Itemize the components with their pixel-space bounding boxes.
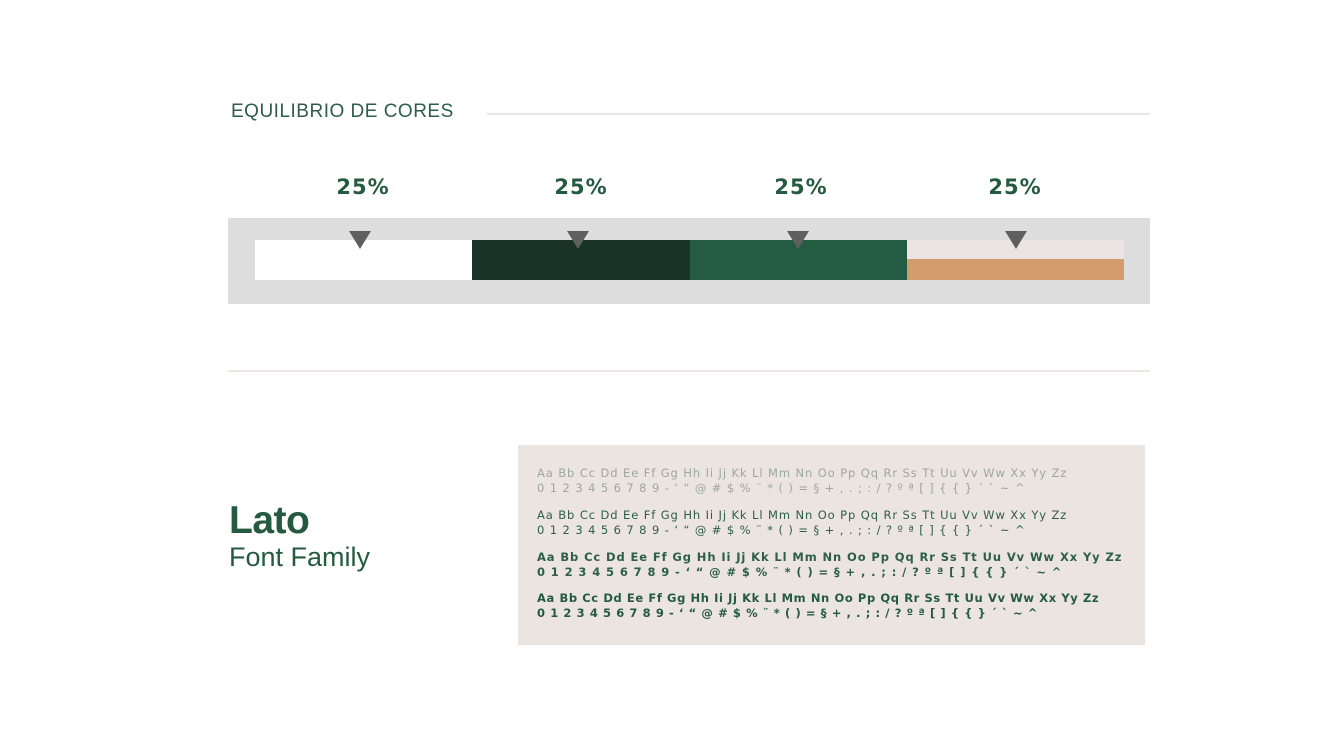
section-divider xyxy=(228,370,1150,372)
color-swatch-tan xyxy=(907,259,1124,280)
percent-label-4: 25% xyxy=(988,175,1042,199)
specimen-bold-alphabet: Aa Bb Cc Dd Ee Ff Gg Hh Ii Jj Kk Ll Mm N… xyxy=(537,591,1100,605)
percent-label-1: 25% xyxy=(336,175,390,199)
specimen-light-alphabet: Aa Bb Cc Dd Ee Ff Gg Hh Ii Jj Kk Ll Mm N… xyxy=(537,466,1068,480)
percent-label-3: 25% xyxy=(774,175,828,199)
color-swatch-blush xyxy=(907,240,1124,259)
font-specimen-box xyxy=(518,445,1145,645)
triangle-down-icon xyxy=(1005,231,1027,249)
specimen-bold-symbols: 0 1 2 3 4 5 6 7 8 9 - ‘ “ @ # $ % ¨ * ( … xyxy=(537,606,1039,620)
specimen-medium-symbols: 0 1 2 3 4 5 6 7 8 9 - ‘ “ @ # $ % ¨ * ( … xyxy=(537,565,1063,579)
specimen-light-symbols: 0 1 2 3 4 5 6 7 8 9 - ‘ “ @ # $ % ¨ * ( … xyxy=(537,481,1026,495)
triangle-down-icon xyxy=(349,231,371,249)
percent-label-2: 25% xyxy=(554,175,608,199)
font-family-label: Font Family xyxy=(229,542,371,572)
font-name: Lato xyxy=(229,499,310,542)
title-divider xyxy=(487,113,1150,115)
color-balance-title: EQUILIBRIO DE CORES xyxy=(231,101,454,122)
specimen-medium-alphabet: Aa Bb Cc Dd Ee Ff Gg Hh Ii Jj Kk Ll Mm N… xyxy=(537,550,1123,564)
triangle-down-icon xyxy=(567,231,589,249)
triangle-down-icon xyxy=(787,231,809,249)
specimen-regular-alphabet: Aa Bb Cc Dd Ee Ff Gg Hh Ii Jj Kk Ll Mm N… xyxy=(537,508,1068,522)
specimen-regular-symbols: 0 1 2 3 4 5 6 7 8 9 - ‘ “ @ # $ % ¨ * ( … xyxy=(537,523,1026,537)
